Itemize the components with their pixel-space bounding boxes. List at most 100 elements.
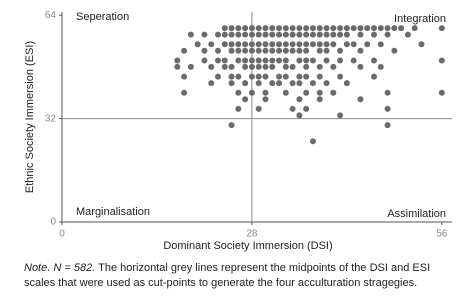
point [282, 57, 289, 64]
point [181, 73, 188, 80]
point [248, 31, 255, 38]
point [221, 57, 228, 64]
point [303, 57, 310, 64]
point [357, 63, 364, 70]
point [303, 41, 310, 48]
point [303, 47, 310, 54]
point [330, 89, 337, 96]
point [269, 80, 276, 87]
note-lead: Note. N = 582. [24, 262, 96, 274]
point [418, 41, 425, 48]
point [255, 57, 262, 64]
point [438, 25, 445, 32]
point [337, 31, 344, 38]
point [323, 80, 330, 87]
point [215, 31, 221, 38]
point [371, 31, 377, 38]
point [262, 63, 269, 70]
point [357, 96, 364, 103]
point [248, 47, 255, 54]
point [296, 112, 303, 119]
point [316, 89, 323, 96]
point [248, 41, 255, 48]
point [289, 25, 296, 32]
point [242, 80, 249, 87]
point [296, 41, 303, 48]
x-tick-label: 0 [59, 229, 65, 240]
point [309, 80, 316, 87]
point [228, 63, 235, 70]
point [276, 25, 283, 32]
point [337, 57, 344, 64]
point [384, 122, 391, 129]
point [438, 89, 445, 96]
y-tick-label: 32 [45, 113, 57, 124]
note-text: The horizontal grey lines represent the … [24, 262, 431, 289]
point [255, 41, 262, 48]
point [282, 47, 289, 54]
point [235, 89, 242, 96]
point [350, 41, 357, 48]
point [303, 31, 310, 38]
point [323, 57, 330, 64]
point [228, 47, 235, 54]
point [343, 31, 350, 38]
point [242, 31, 249, 38]
point [282, 31, 289, 38]
point [343, 80, 350, 87]
point [411, 25, 418, 32]
point [242, 63, 249, 70]
point [309, 25, 316, 32]
point [228, 31, 235, 38]
point [248, 73, 255, 80]
point [309, 57, 316, 64]
point [377, 63, 384, 70]
point [316, 47, 323, 54]
point [364, 41, 371, 48]
point [398, 25, 405, 32]
point [384, 105, 391, 112]
point [330, 31, 337, 38]
point [201, 57, 208, 64]
point [194, 41, 201, 48]
point [242, 41, 249, 48]
point [269, 41, 276, 48]
point [296, 31, 303, 38]
point [174, 63, 181, 70]
point [330, 41, 337, 48]
x-tick-label: 56 [436, 229, 448, 240]
point [357, 47, 364, 54]
y-tick-label: 0 [50, 217, 56, 228]
point [289, 80, 296, 87]
point [377, 25, 384, 32]
point [228, 80, 235, 87]
point [296, 96, 303, 103]
point [330, 63, 337, 70]
point [323, 25, 330, 32]
point [377, 41, 384, 48]
point [221, 25, 228, 32]
point [276, 57, 283, 64]
point [438, 57, 445, 64]
point [262, 96, 269, 103]
point [228, 73, 235, 80]
point [262, 89, 269, 96]
point [371, 57, 377, 64]
point [343, 41, 350, 48]
point [357, 31, 364, 38]
point [296, 57, 303, 64]
point [404, 31, 411, 38]
point [276, 80, 283, 87]
point [303, 63, 310, 70]
point [262, 73, 269, 80]
point [364, 25, 371, 32]
point [248, 25, 255, 32]
point [187, 63, 194, 70]
x-axis-title: Dominant Society Immersion (DSI) [163, 240, 332, 252]
x-tick-label: 28 [246, 229, 258, 240]
point [269, 25, 276, 32]
point [323, 47, 330, 54]
point [309, 31, 316, 38]
point [309, 138, 316, 145]
point [235, 25, 242, 32]
